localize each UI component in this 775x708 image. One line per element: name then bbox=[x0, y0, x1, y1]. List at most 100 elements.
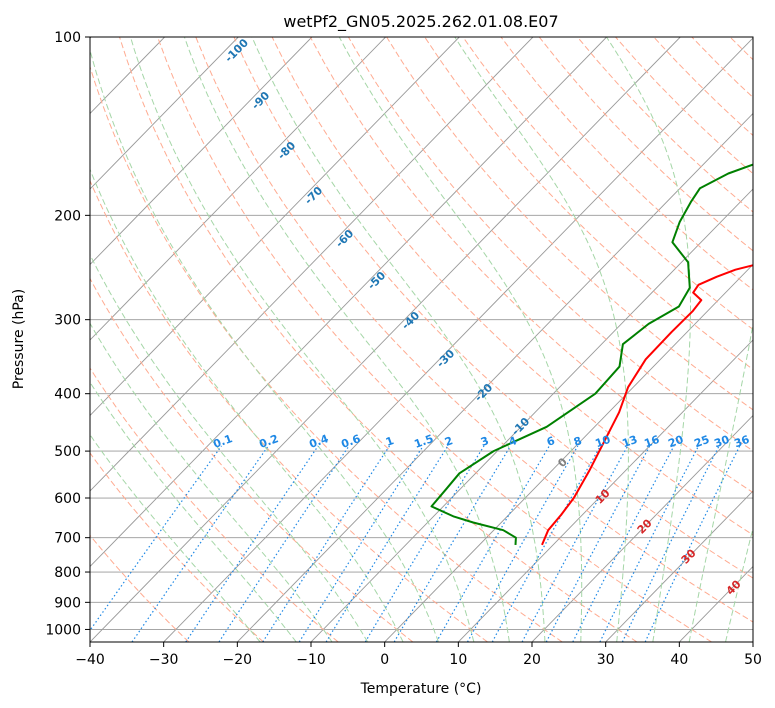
mixing-ratio-label: 3 bbox=[479, 434, 491, 449]
isotherm-line bbox=[605, 490, 753, 642]
mixing-ratio-line bbox=[491, 445, 602, 642]
mixing-ratio-line bbox=[262, 445, 391, 642]
y-tick-label: 1000 bbox=[45, 622, 81, 638]
mixing-ratio-line bbox=[364, 445, 485, 642]
y-tick-label: 800 bbox=[54, 565, 81, 581]
isotherm-line bbox=[90, 37, 460, 417]
y-tick-label: 100 bbox=[54, 30, 81, 46]
moist-adiabat-line bbox=[688, 321, 753, 642]
dry-adiabat-line bbox=[233, 37, 753, 579]
mixing-ratio-line bbox=[599, 445, 700, 642]
moist-adiabat-line bbox=[90, 168, 404, 642]
x-tick-label: 30 bbox=[597, 652, 615, 668]
mixing-ratio-label: 0.4 bbox=[307, 432, 330, 451]
x-tick-label: 0 bbox=[380, 652, 389, 668]
y-tick-label: 700 bbox=[54, 531, 81, 547]
mixing-ratio-line bbox=[298, 445, 424, 642]
mixing-ratio-line bbox=[621, 445, 720, 642]
background-lines bbox=[90, 37, 753, 642]
mixing-ratio-line bbox=[90, 445, 222, 632]
mixing-ratio-label: 30 bbox=[712, 433, 731, 451]
moist-adiabat-line bbox=[251, 37, 546, 642]
mixing-ratio-label: 1.5 bbox=[412, 432, 435, 451]
moist-adiabat-line bbox=[90, 433, 261, 642]
x-tick-label: −30 bbox=[149, 652, 179, 668]
dry-adiabat-line bbox=[500, 37, 753, 291]
mixing-ratio-label: 1 bbox=[384, 434, 396, 449]
mixing-ratio-label: 4 bbox=[507, 434, 519, 449]
mixing-ratio-label: 8 bbox=[572, 434, 584, 449]
dry-adiabat-line bbox=[90, 65, 563, 642]
mixing-ratio-label: 0.1 bbox=[211, 432, 234, 451]
dry-adiabat-line bbox=[90, 277, 414, 642]
y-tick-label: 500 bbox=[54, 444, 81, 460]
x-tick-label: 40 bbox=[670, 652, 688, 668]
moist-adiabat-line bbox=[90, 322, 333, 642]
isotherm-line bbox=[531, 414, 753, 642]
mixing-ratio-line bbox=[131, 445, 269, 642]
x-tick-label: 20 bbox=[523, 652, 541, 668]
mixing-ratio-line bbox=[572, 445, 675, 642]
x-axis: −40 −30 −20 −10 0 10 20 30 40 50 bbox=[75, 642, 762, 668]
dry-adiabat-line bbox=[386, 37, 753, 411]
mixing-ratio-label: 16 bbox=[642, 433, 661, 451]
moist-adiabat-line bbox=[90, 48, 439, 642]
mixing-ratio-label: 10 bbox=[593, 433, 612, 451]
y-axis-label: Pressure (hPa) bbox=[11, 289, 27, 389]
mixing-ratio-label: 36 bbox=[732, 433, 751, 451]
plot-frame bbox=[89, 36, 754, 643]
mixing-ratio-line bbox=[325, 445, 449, 642]
moist-adiabat-line bbox=[130, 37, 475, 642]
dry-adiabat-line bbox=[157, 37, 712, 642]
mixing-ratio-line bbox=[393, 445, 512, 642]
mixing-ratio-label: 20 bbox=[666, 433, 685, 451]
moist-adiabat-line bbox=[454, 37, 629, 642]
moist-adiabat-line bbox=[90, 381, 297, 642]
dry-adiabat-line bbox=[119, 37, 638, 642]
y-tick-label: 300 bbox=[54, 313, 81, 329]
mixing-ratio-line bbox=[644, 445, 741, 642]
isotherm-line bbox=[163, 37, 753, 642]
mixing-ratio-label: 25 bbox=[692, 433, 711, 450]
chart-title: wetPf2_GN05.2025.262.01.08.E07 bbox=[283, 12, 558, 32]
mixing-ratio-line bbox=[218, 445, 350, 642]
mixing-ratio-label: 0.2 bbox=[257, 432, 280, 451]
dry-adiabat-line bbox=[90, 367, 339, 642]
y-tick-label: 600 bbox=[54, 491, 81, 507]
isotherm-line bbox=[237, 112, 753, 642]
x-axis-label: Temperature (°C) bbox=[360, 681, 482, 697]
x-tick-label: −20 bbox=[223, 652, 253, 668]
y-axis: 100 200 300 400 500 600 700 800 900 1000 bbox=[45, 30, 90, 638]
x-tick-label: 10 bbox=[449, 652, 467, 668]
y-tick-label: 200 bbox=[54, 208, 81, 224]
grid-layer bbox=[90, 37, 753, 642]
isotherm-line bbox=[90, 37, 239, 190]
dewpoint-profile-line bbox=[430, 163, 753, 545]
temperature-profile-line bbox=[541, 264, 753, 546]
isotherm-line bbox=[90, 37, 681, 642]
mixing-ratio-line bbox=[466, 445, 579, 642]
mixing-ratio-label: 0.6 bbox=[339, 432, 362, 451]
mixing-ratio-line bbox=[185, 445, 319, 642]
dry-adiabat-line bbox=[90, 534, 190, 642]
dry-adiabat-line bbox=[424, 37, 753, 370]
y-tick-label: 900 bbox=[54, 595, 81, 611]
mixing-ratio-label: 2 bbox=[443, 434, 455, 449]
isotherm-line bbox=[90, 37, 607, 568]
series-layer bbox=[430, 163, 753, 546]
y-tick-label: 400 bbox=[54, 387, 81, 403]
moist-adiabat-line bbox=[183, 37, 510, 642]
moist-adiabat-line bbox=[90, 253, 369, 642]
x-tick-label: 50 bbox=[744, 652, 762, 668]
isotherm-line bbox=[90, 37, 534, 492]
dry-adiabat-line bbox=[271, 37, 753, 536]
x-tick-label: −40 bbox=[75, 652, 105, 668]
mixing-ratio-label: 6 bbox=[545, 434, 557, 449]
isotherm-line bbox=[90, 37, 313, 266]
x-tick-label: −10 bbox=[296, 652, 326, 668]
isotherm-line bbox=[458, 339, 753, 642]
dry-adiabat-line bbox=[309, 37, 753, 494]
mixing-ratio-label: 13 bbox=[620, 433, 639, 450]
isotherm-line bbox=[384, 263, 753, 642]
